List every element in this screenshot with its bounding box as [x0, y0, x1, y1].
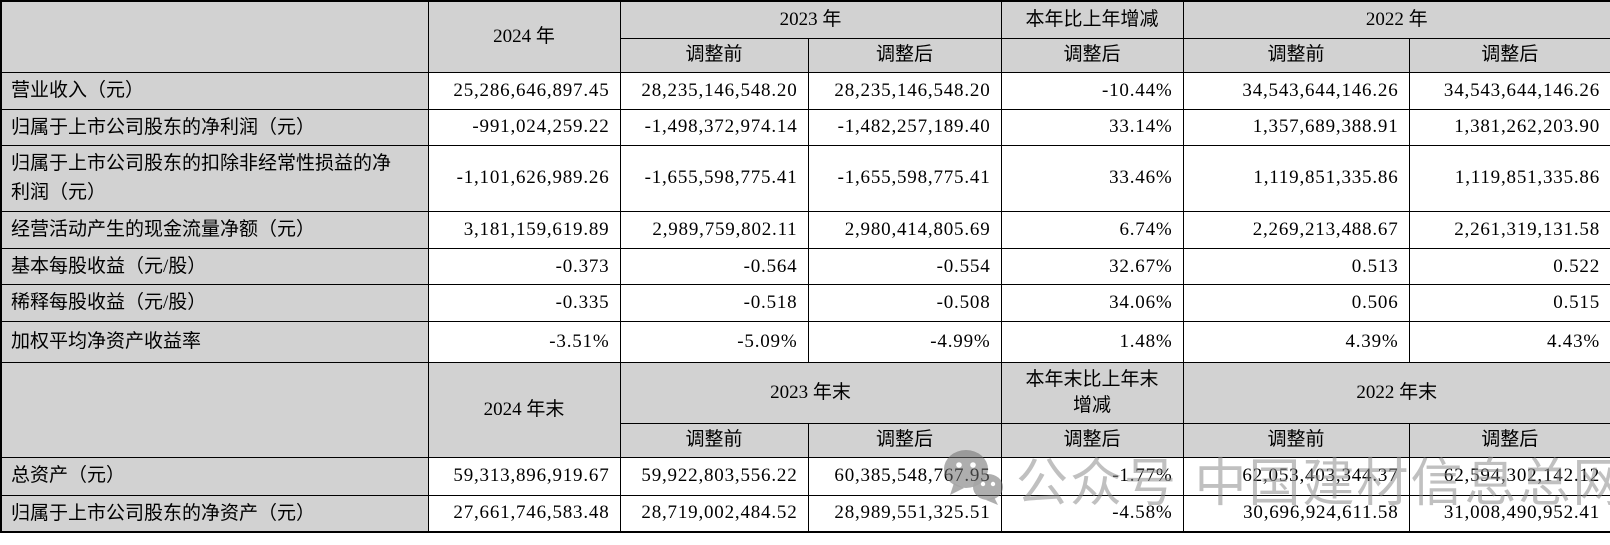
value-cell: 2,980,414,805.69	[807, 210, 1002, 249]
value-cell: -991,024,259.22	[427, 108, 621, 146]
value-cell: 0.515	[1408, 284, 1610, 322]
value-cell: 59,313,896,919.67	[427, 456, 621, 496]
value-cell: -1,655,598,775.41	[619, 144, 809, 212]
value-cell: 27,661,746,583.48	[427, 494, 621, 533]
value-cell: -4.99%	[807, 320, 1002, 363]
row-label: 归属于上市公司股东的净利润（元）	[0, 108, 429, 146]
value-cell: -0.335	[427, 284, 621, 322]
value-cell: 60,385,548,767.95	[807, 456, 1002, 496]
value-cell: 2,989,759,802.11	[619, 210, 809, 249]
row-label: 经营活动产生的现金流量净额（元）	[0, 210, 429, 249]
value-cell: -0.508	[807, 284, 1002, 322]
row-diluted-eps: 稀释每股收益（元/股） -0.335 -0.518 -0.508 34.06% …	[0, 284, 1610, 322]
subheader-2022end-before: 调整前	[1182, 422, 1410, 458]
value-cell: -4.58%	[1000, 494, 1184, 533]
row-net-assets: 归属于上市公司股东的净资产（元） 27,661,746,583.48 28,71…	[0, 494, 1610, 533]
row-label: 归属于上市公司股东的净资产（元）	[0, 494, 429, 533]
corner-cell-2	[0, 361, 429, 458]
value-cell: -0.373	[427, 247, 621, 286]
table-row: 2024 年 2023 年 本年比上年增减 2022 年	[0, 0, 1610, 73]
value-cell: 31,008,490,952.41	[1408, 494, 1610, 533]
value-cell: 34.06%	[1000, 284, 1184, 322]
value-cell: -1,498,372,974.14	[619, 108, 809, 146]
subheader-2023end-after: 调整后	[807, 422, 1002, 458]
table-row: 调整前 调整后 调整后 调整前 调整后	[1, 37, 1610, 73]
table-row: 调整前 调整后 调整后 调整前 调整后	[1, 422, 1610, 458]
row-basic-eps: 基本每股收益（元/股） -0.373 -0.564 -0.554 32.67% …	[0, 247, 1610, 286]
value-cell: 1.48%	[1000, 320, 1184, 363]
value-cell: 1,357,689,388.91	[1182, 108, 1410, 146]
value-cell: 2,261,319,131.58	[1408, 210, 1610, 249]
value-cell: 0.513	[1182, 247, 1410, 286]
value-cell: 28,235,146,548.20	[807, 71, 1002, 110]
value-cell: 2,269,213,488.67	[1182, 210, 1410, 249]
value-cell: -3.51%	[427, 320, 621, 363]
value-cell: 3,181,159,619.89	[427, 210, 621, 249]
column-header-change: 本年比上年增减	[1000, 0, 1184, 39]
row-label: 总资产（元）	[0, 456, 429, 496]
value-cell: 34,543,644,146.26	[1408, 71, 1610, 110]
corner-cell	[0, 0, 429, 73]
value-cell: 28,235,146,548.20	[619, 71, 809, 110]
value-cell: -1,101,626,989.26	[427, 144, 621, 212]
value-cell: -10.44%	[1000, 71, 1184, 110]
value-cell: 62,594,302,142.12	[1408, 456, 1610, 496]
table-row: 2024 年末 2023 年末 本年末比上年末 增减 2022 年末	[0, 361, 1610, 458]
column-header-2023: 2023 年	[619, 0, 1002, 39]
row-operating-cash-flow: 经营活动产生的现金流量净额（元） 3,181,159,619.89 2,989,…	[0, 210, 1610, 249]
value-cell: 1,119,851,335.86	[1182, 144, 1410, 212]
row-label: 营业收入（元）	[0, 71, 429, 110]
value-cell: 28,719,002,484.52	[619, 494, 809, 533]
value-cell: 59,922,803,556.22	[619, 456, 809, 496]
row-net-profit: 归属于上市公司股东的净利润（元） -991,024,259.22 -1,498,…	[0, 108, 1610, 146]
subheader-2023-after: 调整后	[807, 37, 1002, 73]
value-cell: 1,381,262,203.90	[1408, 108, 1610, 146]
value-cell: 1,119,851,335.86	[1408, 144, 1610, 212]
subheader-2023-before: 调整前	[619, 37, 809, 73]
value-cell: 0.506	[1182, 284, 1410, 322]
subheader-2022end-after: 调整后	[1408, 422, 1610, 458]
value-cell: 30,696,924,611.58	[1182, 494, 1410, 533]
value-cell: 0.522	[1408, 247, 1610, 286]
value-cell: 6.74%	[1000, 210, 1184, 249]
value-cell: -1,482,257,189.40	[807, 108, 1002, 146]
column-header-2022-end: 2022 年末	[1182, 361, 1610, 424]
subheader-2022-after: 调整后	[1408, 37, 1610, 73]
value-cell: -0.554	[807, 247, 1002, 286]
financial-summary-table: 2024 年 2023 年 本年比上年增减 2022 年 调整前 调整后 调整后…	[0, 0, 1610, 534]
value-cell: -1,655,598,775.41	[807, 144, 1002, 212]
value-cell: -5.09%	[619, 320, 809, 363]
subheader-2023end-before: 调整前	[619, 422, 809, 458]
subheader-changeend-after: 调整后	[1000, 422, 1184, 458]
row-label: 加权平均净资产收益率	[0, 320, 429, 363]
value-cell: 33.14%	[1000, 108, 1184, 146]
value-cell: -0.564	[619, 247, 809, 286]
value-cell: -1.77%	[1000, 456, 1184, 496]
value-cell: 62,053,403,344.37	[1182, 456, 1410, 496]
subheader-2022-before: 调整前	[1182, 37, 1410, 73]
value-cell: 34,543,644,146.26	[1182, 71, 1410, 110]
column-header-2024: 2024 年	[427, 0, 621, 73]
row-label: 稀释每股收益（元/股）	[0, 284, 429, 322]
value-cell: 4.43%	[1408, 320, 1610, 363]
value-cell: 32.67%	[1000, 247, 1184, 286]
value-cell: 4.39%	[1182, 320, 1410, 363]
subheader-change-after: 调整后	[1000, 37, 1184, 73]
value-cell: 33.46%	[1000, 144, 1184, 212]
row-label: 基本每股收益（元/股）	[0, 247, 429, 286]
row-weighted-avg-roe: 加权平均净资产收益率 -3.51% -5.09% -4.99% 1.48% 4.…	[0, 320, 1610, 363]
value-cell: 28,989,551,325.51	[807, 494, 1002, 533]
column-header-change-end: 本年末比上年末 增减	[1000, 361, 1184, 424]
row-label: 归属于上市公司股东的扣除非经常性损益的净 利润（元）	[0, 144, 429, 212]
row-total-assets: 总资产（元） 59,313,896,919.67 59,922,803,556.…	[0, 456, 1610, 496]
row-revenue: 营业收入（元） 25,286,646,897.45 28,235,146,548…	[0, 71, 1610, 110]
column-header-2024-end: 2024 年末	[427, 361, 621, 458]
value-cell: -0.518	[619, 284, 809, 322]
column-header-2022: 2022 年	[1182, 0, 1610, 39]
column-header-2023-end: 2023 年末	[619, 361, 1002, 424]
row-net-profit-excl-nonrecurring: 归属于上市公司股东的扣除非经常性损益的净 利润（元） -1,101,626,98…	[0, 144, 1610, 212]
value-cell: 25,286,646,897.45	[427, 71, 621, 110]
